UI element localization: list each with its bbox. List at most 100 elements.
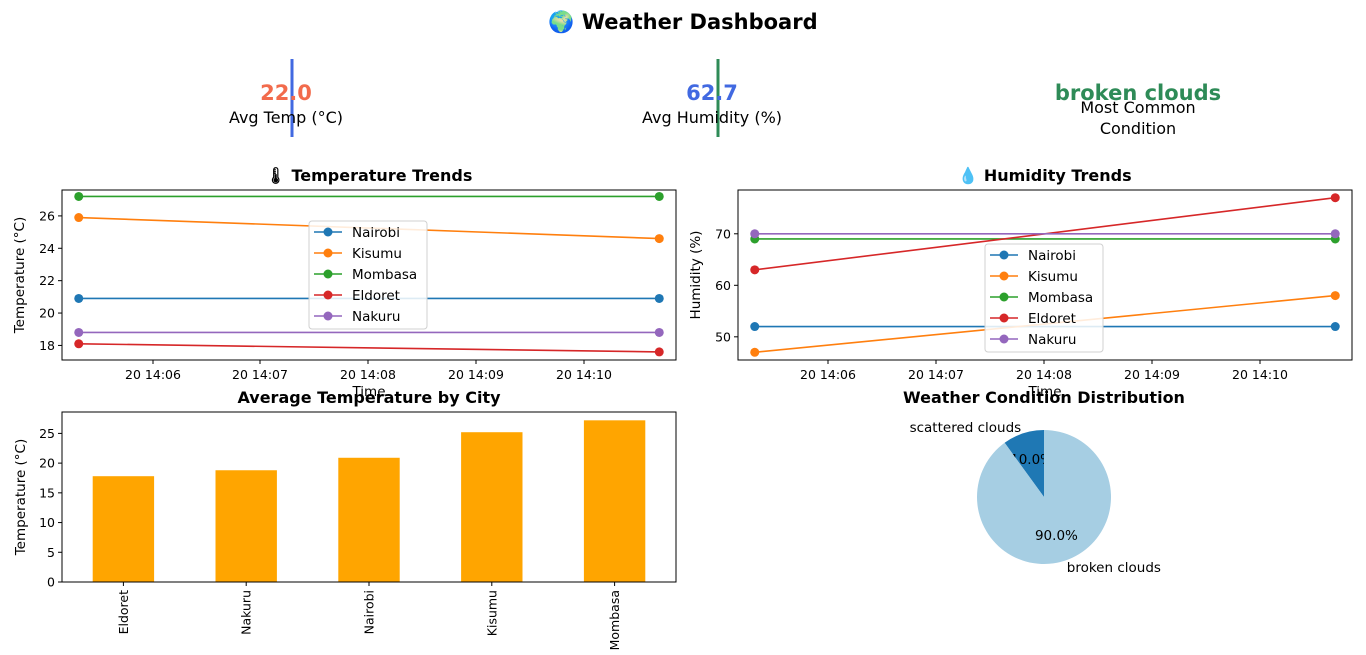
temperature-trends-legend-label-kisumu: Kisumu <box>352 246 402 262</box>
kpi-common-condition-label-line-2: Condition <box>1100 119 1176 138</box>
humidity-trends-point-nakuru-0 <box>750 229 760 239</box>
humidity-trends-title: 💧 Humidity Trends <box>958 166 1131 185</box>
temperature-trends-legend-label-mombasa: Mombasa <box>352 267 417 283</box>
humidity-trends-legend-label-nakuru: Nakuru <box>1028 332 1076 348</box>
pie-label-scattered-clouds: scattered clouds <box>910 420 1022 436</box>
bar-kisumu <box>461 432 523 582</box>
temperature-trends-legend: Nairobi Kisumu Mombasa Eldoret Nakuru <box>308 220 428 330</box>
temperature-trends-point-nakuru-0 <box>74 327 84 337</box>
humidity-trends-point-nairobi-1 <box>1330 322 1340 332</box>
temperature-trends-legend-swatch-marker-mombasa <box>323 269 333 279</box>
kpi-avg-humidity: 62.7 Avg Humidity (%) <box>642 59 782 137</box>
temperature-trends-point-eldoret-0 <box>74 339 84 349</box>
temperature-trends-point-kisumu-1 <box>654 234 664 244</box>
temperature-trends-y-tick-label-1: 20 <box>39 306 55 321</box>
humidity-trends-legend-label-nairobi: Nairobi <box>1028 248 1076 264</box>
avg-temperature-bar-chart-title: Average Temperature by City <box>237 388 501 407</box>
humidity-trends-x-tick-label-1: 20 14:07 <box>908 367 964 382</box>
temperature-trends-legend-label-eldoret: Eldoret <box>352 288 400 304</box>
bar-x-tick-label-eldoret: Eldoret <box>116 590 131 635</box>
temperature-trends-point-mombasa-0 <box>74 191 84 201</box>
humidity-trends-point-kisumu-0 <box>750 347 760 357</box>
kpi-avg-temp-value: 22.0 <box>260 81 312 105</box>
kpi-avg-humidity-label: Avg Humidity (%) <box>642 108 782 127</box>
bar-x-tick-label-mombasa: Mombasa <box>607 590 622 650</box>
temperature-trends-x-axis-label: Time <box>351 384 385 400</box>
kpi-avg-temp-label: Avg Temp (°C) <box>229 108 343 127</box>
humidity-trends-frame <box>737 189 1353 361</box>
temperature-trends-y-axis-label: Temperature (°C) <box>12 217 28 335</box>
temperature-trends-x-tick-label-2: 20 14:08 <box>340 367 396 382</box>
humidity-trends-legend-box <box>984 243 1104 353</box>
pie-pct-label-broken-clouds: 90.0% <box>1035 528 1078 544</box>
weather-condition-pie-chart: Weather Condition Distribution 10.0% scatt… <box>903 388 1185 576</box>
temperature-trends-title: 🌡 Temperature Trends <box>266 166 473 185</box>
bar-mombasa <box>583 420 646 582</box>
humidity-trends-point-kisumu-1 <box>1330 291 1340 301</box>
kpi-common-condition-label-line-1: Most Common <box>1080 98 1195 117</box>
humidity-trends-x-tick-label-4: 20 14:10 <box>1232 367 1288 382</box>
bar-x-tick-label-nakuru: Nakuru <box>239 590 254 635</box>
temperature-trends-x-tick-label-1: 20 14:07 <box>232 367 288 382</box>
temperature-trends-y-tick-label-3: 24 <box>39 241 55 256</box>
bar-x-tick-label-kisumu: Kisumu <box>484 590 499 636</box>
humidity-trends-point-nakuru-1 <box>1330 229 1340 239</box>
temperature-trends-x-tick-label-4: 20 14:10 <box>556 367 612 382</box>
pie-slice-broken-clouds <box>976 430 1111 565</box>
pie-label-broken-clouds: broken clouds <box>1067 560 1161 576</box>
humidity-trends-legend-swatch-marker-nakuru <box>999 334 1009 344</box>
humidity-trends-legend-swatch-marker-kisumu <box>999 271 1009 281</box>
bar-y-tick-label-5: 25 <box>39 426 55 441</box>
avg-temperature-bar-chart-y-axis-label: Temperature (°C) <box>13 439 29 557</box>
humidity-trends-legend-swatch-marker-eldoret <box>999 313 1009 323</box>
temperature-trends-line-eldoret <box>78 343 660 353</box>
avg-temperature-bar-chart: Average Temperature by City Eldoret Nakuru… <box>13 388 677 650</box>
humidity-trends-legend-swatch-marker-mombasa <box>999 292 1009 302</box>
humidity-trends-point-eldoret-0 <box>750 265 760 275</box>
kpi-common-condition: broken clouds Most Common Condition <box>1055 81 1221 138</box>
humidity-trends-legend-label-eldoret: Eldoret <box>1028 311 1076 327</box>
temperature-trends-y-tick-label-2: 22 <box>39 273 55 288</box>
humidity-trends-legend: Nairobi Kisumu Mombasa Eldoret Nakuru <box>984 243 1104 353</box>
humidity-trends-x-tick-label-0: 20 14:06 <box>800 367 856 382</box>
humidity-trends-x-tick-label-3: 20 14:09 <box>1124 367 1180 382</box>
bar-nakuru <box>215 470 277 582</box>
weather-condition-pie-chart-title: Weather Condition Distribution <box>903 388 1185 407</box>
humidity-trends-x-tick-label-2: 20 14:08 <box>1016 367 1072 382</box>
temperature-trends-legend-swatch-marker-nakuru <box>323 311 333 321</box>
temperature-trends-legend-swatch-marker-eldoret <box>323 290 333 300</box>
bar-eldoret <box>92 476 155 582</box>
bar-nairobi <box>338 457 400 582</box>
humidity-trends-y-tick-label-1: 60 <box>715 278 731 293</box>
bar-x-tick-label-nairobi: Nairobi <box>362 590 377 634</box>
temperature-trends-point-nakuru-1 <box>654 327 664 337</box>
temperature-trends-point-nairobi-1 <box>654 293 664 303</box>
kpi-common-condition-value: broken clouds <box>1055 81 1221 105</box>
temperature-trends-legend-swatch-marker-nairobi <box>323 227 333 237</box>
temperature-trends-legend-swatch-marker-kisumu <box>323 248 333 258</box>
temperature-trends-y-tick-label-0: 18 <box>39 338 55 353</box>
bar-y-tick-label-2: 10 <box>39 515 55 530</box>
temperature-trends-point-kisumu-0 <box>74 213 84 223</box>
humidity-trends-y-tick-label-0: 50 <box>715 329 731 344</box>
temperature-trends-x-tick-label-3: 20 14:09 <box>448 367 504 382</box>
kpi-avg-humidity-value: 62.7 <box>686 81 738 105</box>
pie-pct-label-scattered-clouds: 10.0% <box>1010 452 1053 468</box>
humidity-trends-y-axis-label: Humidity (%) <box>688 231 704 320</box>
avg-temperature-bar-chart-frame <box>61 411 677 583</box>
temperature-trends-point-nairobi-0 <box>74 293 84 303</box>
humidity-trends-x-axis-label: Time <box>1027 384 1061 400</box>
dashboard-title: 🌍 Weather Dashboard <box>548 9 817 34</box>
bar-y-tick-label-1: 5 <box>47 545 55 560</box>
humidity-trends-point-eldoret-1 <box>1330 193 1340 203</box>
temperature-trends-point-eldoret-1 <box>654 347 664 357</box>
bar-y-tick-label-3: 15 <box>39 485 55 500</box>
pie-slice-scattered-clouds <box>1004 430 1044 497</box>
kpi-avg-temp: 22.0 Avg Temp (°C) <box>229 59 343 137</box>
temperature-trends-legend-label-nakuru: Nakuru <box>352 309 400 325</box>
humidity-trends-legend-label-mombasa: Mombasa <box>1028 290 1093 306</box>
temperature-trends-point-mombasa-1 <box>654 191 664 201</box>
bar-y-tick-label-4: 20 <box>39 456 55 471</box>
temperature-trends-legend-box <box>308 220 428 330</box>
